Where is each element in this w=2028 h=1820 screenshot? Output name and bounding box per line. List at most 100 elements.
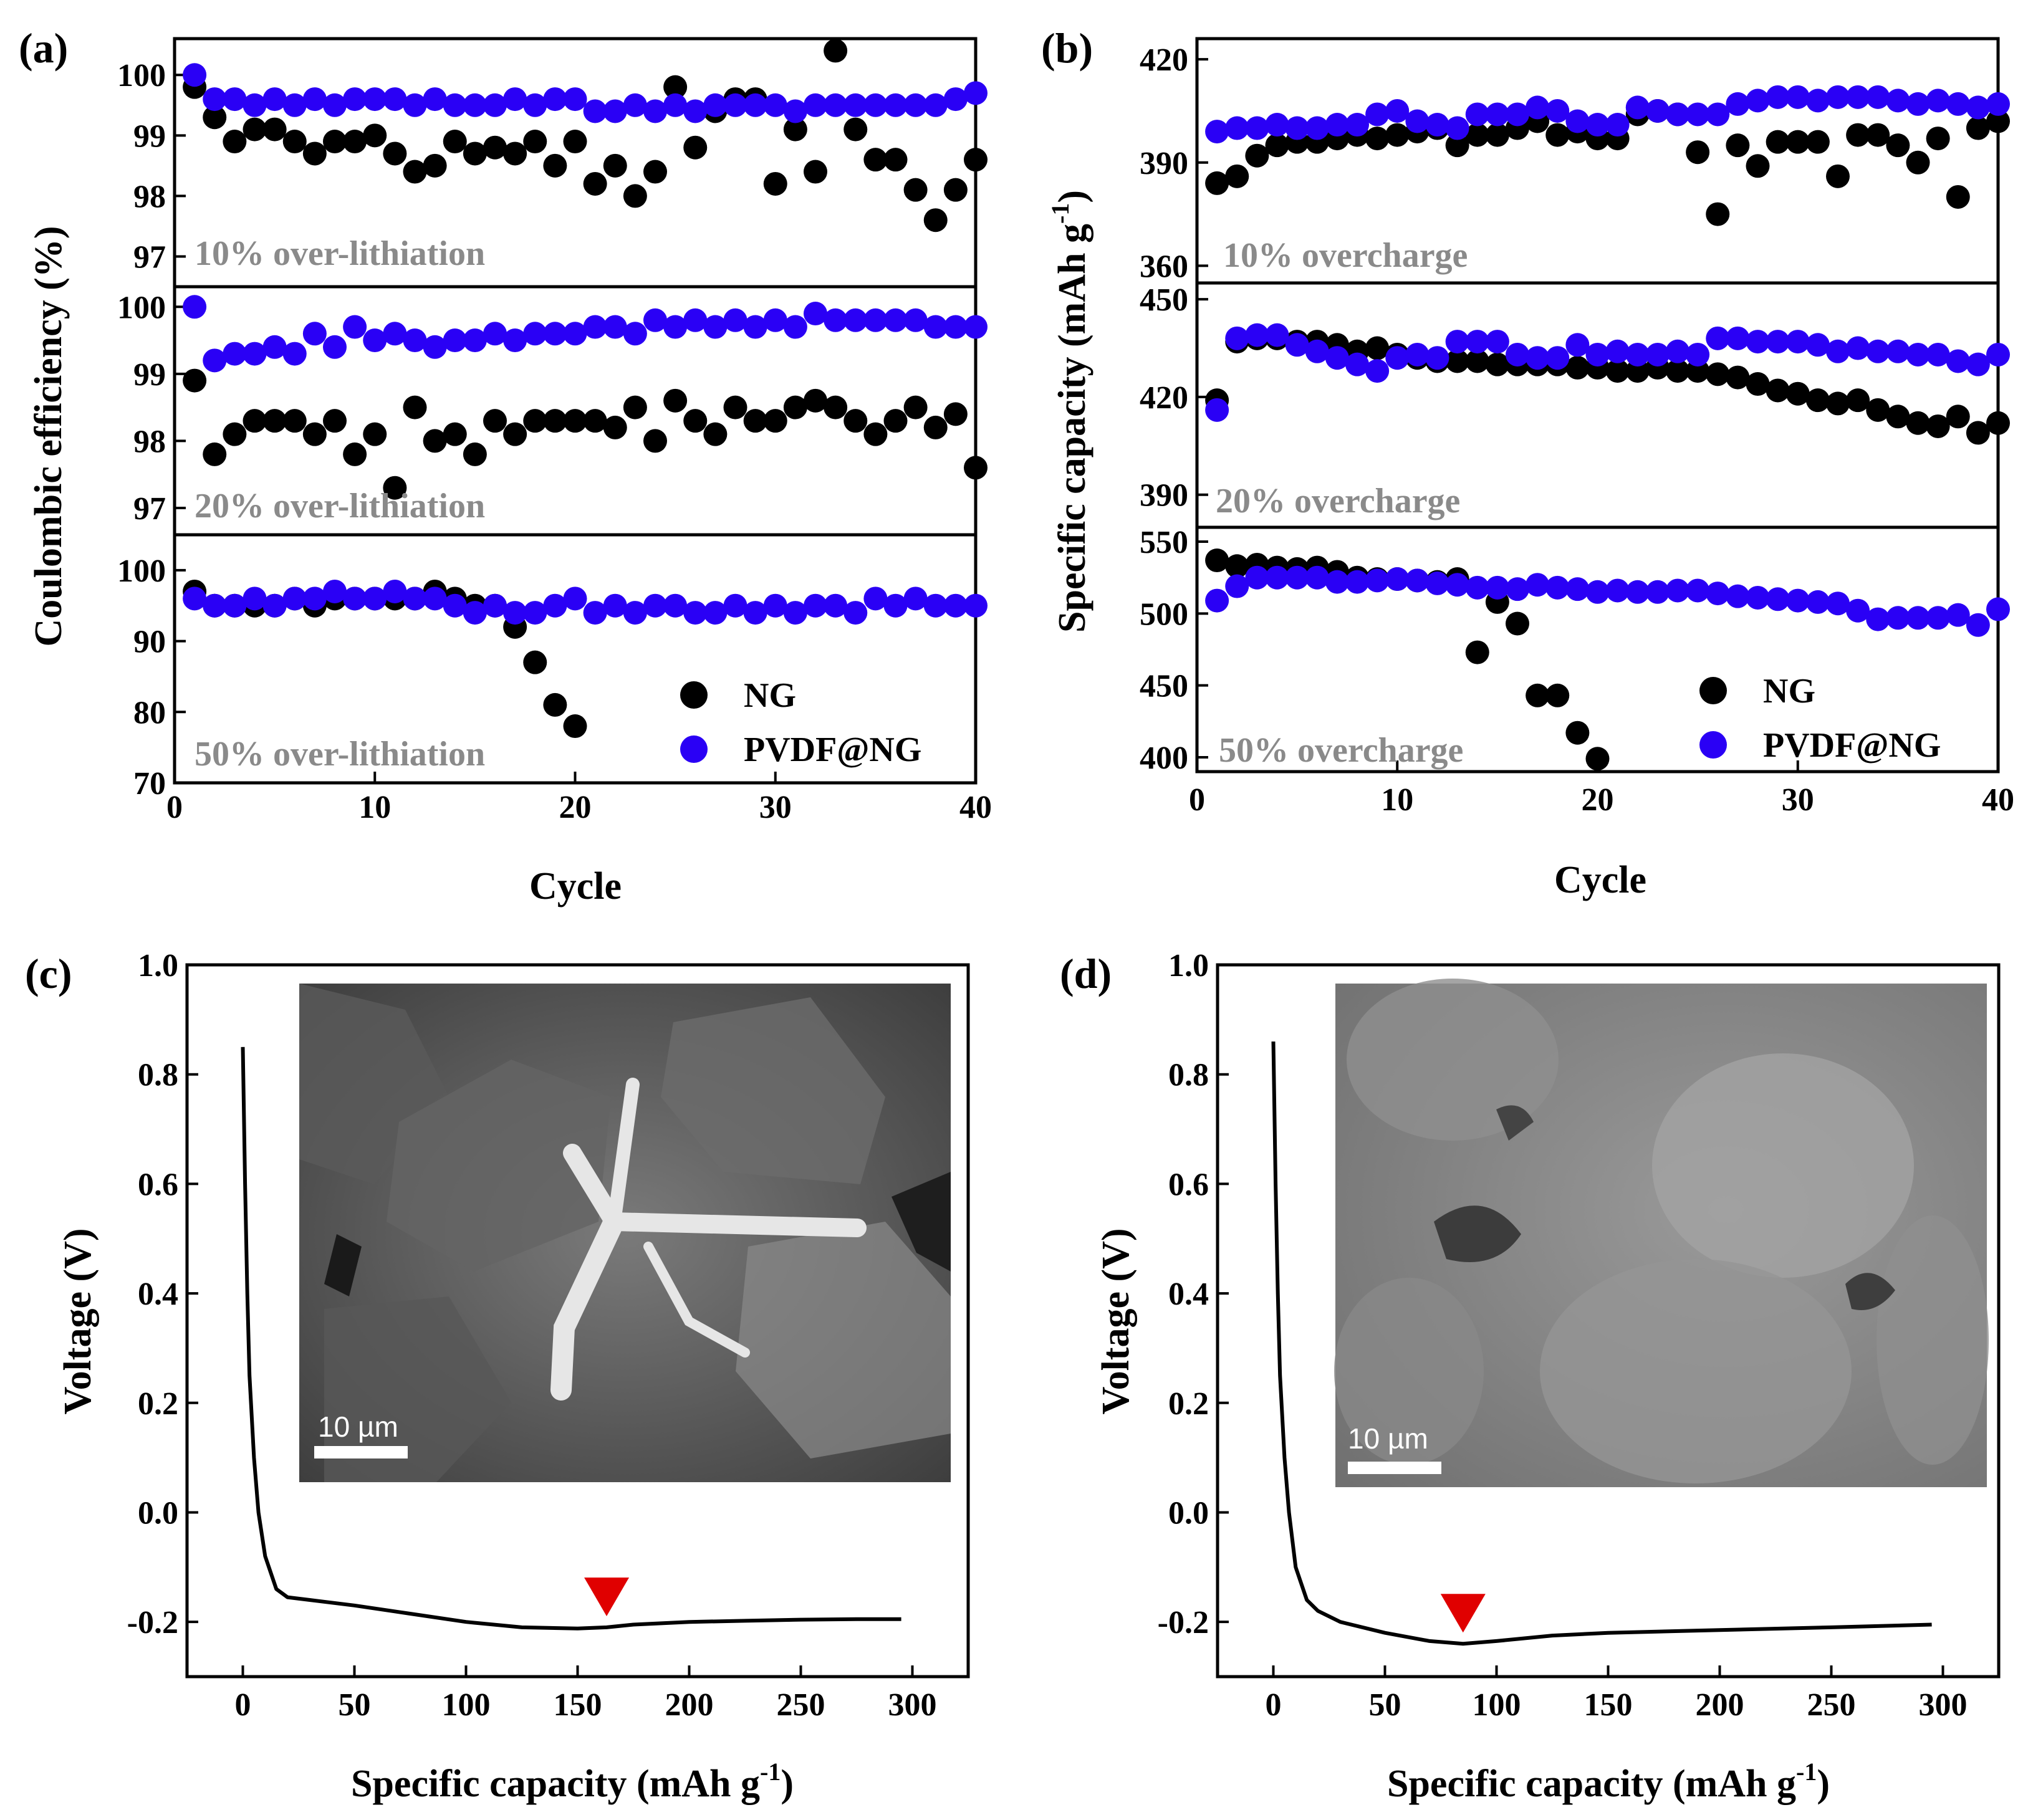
- panel-c: (c) Voltage (V) Specific capacity (mAh g…: [25, 948, 970, 1805]
- panel-b-ng-point: [1926, 127, 1950, 151]
- panel-a-ng-point: [903, 395, 928, 419]
- panel-b-pvdf-point: [1706, 582, 1730, 606]
- panel-b-pvdf-point: [1305, 116, 1329, 140]
- panel-a-pvdf-point: [523, 322, 547, 346]
- panel-a-ng-point: [343, 442, 367, 466]
- panel-b-y-tick-label: 450: [1140, 282, 1188, 318]
- panel-b-x-tick-label: 10: [1381, 782, 1413, 818]
- panel-b-pvdf-point: [1686, 102, 1710, 127]
- panel-b-pvdf-point: [1526, 346, 1550, 370]
- panel-b-pvdf-point: [1785, 588, 1810, 613]
- panel-c-voltage-curve: [241, 1046, 901, 1631]
- panel-b-x-tick-label: 20: [1582, 782, 1614, 818]
- panel-d-y-tick-label: 0.4: [1168, 1276, 1209, 1312]
- panel-b-legend: NG PVDF@NG: [1699, 672, 1941, 765]
- panel-b-pvdf-point: [1365, 568, 1390, 593]
- panel-c-sem-particle: [736, 1222, 951, 1458]
- panel-b-pvdf-point: [1385, 346, 1410, 370]
- panel-b-pvdf-point: [1926, 342, 1950, 366]
- panel-c-y-tick-label: 0.4: [138, 1276, 178, 1312]
- panel-a-pvdf-point: [723, 308, 747, 332]
- panel-a-pvdf-point: [203, 348, 227, 373]
- panel-a-pvdf-point: [663, 593, 688, 618]
- panel-c-xlabel-close: ): [781, 1763, 794, 1805]
- panel-a-pvdf-point: [683, 308, 708, 332]
- panel-b-pvdf-point: [1906, 342, 1930, 366]
- panel-d-x-ticks: 0 50 100 150 200 250 300: [1266, 1665, 1968, 1723]
- panel-d-x-tick-label: 0: [1266, 1687, 1282, 1723]
- panel-a-pvdf-point: [563, 322, 587, 346]
- panel-b-pvdf-point: [1625, 580, 1650, 604]
- panel-b-subplot-50pct: 400 450 500 550 50% overcharge: [1140, 525, 2010, 776]
- panel-a-ng-point: [623, 395, 647, 419]
- panel-a-ng-point: [643, 160, 667, 184]
- panel-d-sem-inset: 10 µm: [1334, 979, 1989, 1487]
- panel-b-pvdf-point: [1785, 330, 1810, 354]
- panel-c-scale-label: 10 µm: [318, 1410, 398, 1443]
- panel-d-x-tick-label: 150: [1584, 1687, 1633, 1723]
- panel-b-pvdf-point: [1966, 613, 1990, 637]
- panel-d-xlabel-close: ): [1817, 1763, 1830, 1805]
- panel-a-pvdf-point: [343, 87, 367, 112]
- panel-a-y-tick-label: 100: [117, 290, 166, 325]
- panel-a-pvdf-point: [383, 579, 407, 603]
- panel-a-ng-point: [363, 123, 387, 148]
- panel-a-x-tick-label: 10: [358, 790, 391, 825]
- panel-b-y-tick-label: 550: [1140, 525, 1188, 560]
- panel-a-ng-point: [843, 409, 868, 433]
- panel-a-pvdf-point: [903, 587, 928, 611]
- panel-a-ng-point: [503, 422, 527, 446]
- panel-a-pvdf-point: [843, 601, 868, 625]
- panel-a-ng-point: [583, 171, 607, 196]
- panel-b-pvdf-point: [1926, 606, 1950, 630]
- panel-a-pvdf-point: [423, 87, 447, 112]
- panel-b-ylabel-main: Specific capacity (mAh g: [1051, 224, 1093, 633]
- panel-b-pvdf-point: [1846, 85, 1870, 109]
- panel-a-ng-point: [883, 148, 908, 172]
- panel-a-pvdf-point: [603, 593, 627, 618]
- panel-a-pvdf-point: [483, 593, 507, 618]
- panel-d-sem-particle: [1652, 1053, 1914, 1278]
- panel-b-ng-point: [1946, 184, 1970, 209]
- panel-c-x-tick-label: 300: [888, 1687, 937, 1723]
- panel-a-pvdf-point: [203, 87, 227, 112]
- panel-a-pvdf-point: [243, 342, 267, 366]
- panel-a-ng-point: [603, 415, 627, 439]
- panel-b-pvdf-point: [1485, 330, 1509, 354]
- panel-a-ng-point: [663, 388, 688, 413]
- panel-b-pvdf-point: [1686, 342, 1710, 366]
- panel-a-pvdf-point: [824, 93, 848, 117]
- panel-a-ng-point: [282, 130, 307, 154]
- panel-b-pvdf-point: [1666, 102, 1689, 127]
- panel-d: (d) Voltage (V) Specific capacity (mAh g…: [1060, 948, 2001, 1805]
- panel-a-legend-ng-marker: [680, 681, 708, 709]
- panel-b-pvdf-point: [1545, 98, 1570, 123]
- panel-a-pvdf-point: [623, 322, 647, 346]
- panel-c-label: (c): [25, 950, 72, 997]
- panel-c-x-tick-label: 50: [339, 1687, 371, 1723]
- panel-a-pvdf-point: [923, 593, 948, 618]
- panel-a-pvdf-point: [183, 295, 207, 319]
- panel-a-pvdf-point: [563, 587, 587, 611]
- panel-b-pvdf-point: [1325, 346, 1349, 370]
- panel-a-pvdf-point: [523, 601, 547, 625]
- panel-a-ng-point: [804, 388, 827, 413]
- panel-c-scale-bar: [314, 1446, 408, 1458]
- panel-a-pvdf-point: [243, 587, 267, 611]
- panel-b-pvdf-point: [1666, 578, 1689, 603]
- panel-a-pvdf-point: [403, 93, 427, 117]
- panel-a-pvdf-point: [603, 315, 627, 339]
- panel-a-pvdf-point: [923, 315, 948, 339]
- panel-b-ng-point: [1485, 123, 1509, 147]
- panel-a-ng-point: [463, 442, 487, 466]
- panel-b-pvdf-point: [1746, 585, 1770, 610]
- panel-b-ng-point: [1565, 721, 1590, 745]
- panel-a-y-tick-label: 99: [133, 357, 166, 393]
- panel-a-ng-point: [543, 692, 567, 717]
- panel-b-pvdf-point: [1285, 565, 1309, 590]
- panel-b: (b) Specific capacity (mAh g-1) Cycle 0 1…: [1041, 24, 2014, 901]
- panel-a-pvdf-point: [964, 81, 988, 105]
- panel-a-ng-point: [804, 160, 827, 184]
- panel-a-pvdf-point: [443, 93, 467, 117]
- panel-b-pvdf-point: [1445, 330, 1469, 354]
